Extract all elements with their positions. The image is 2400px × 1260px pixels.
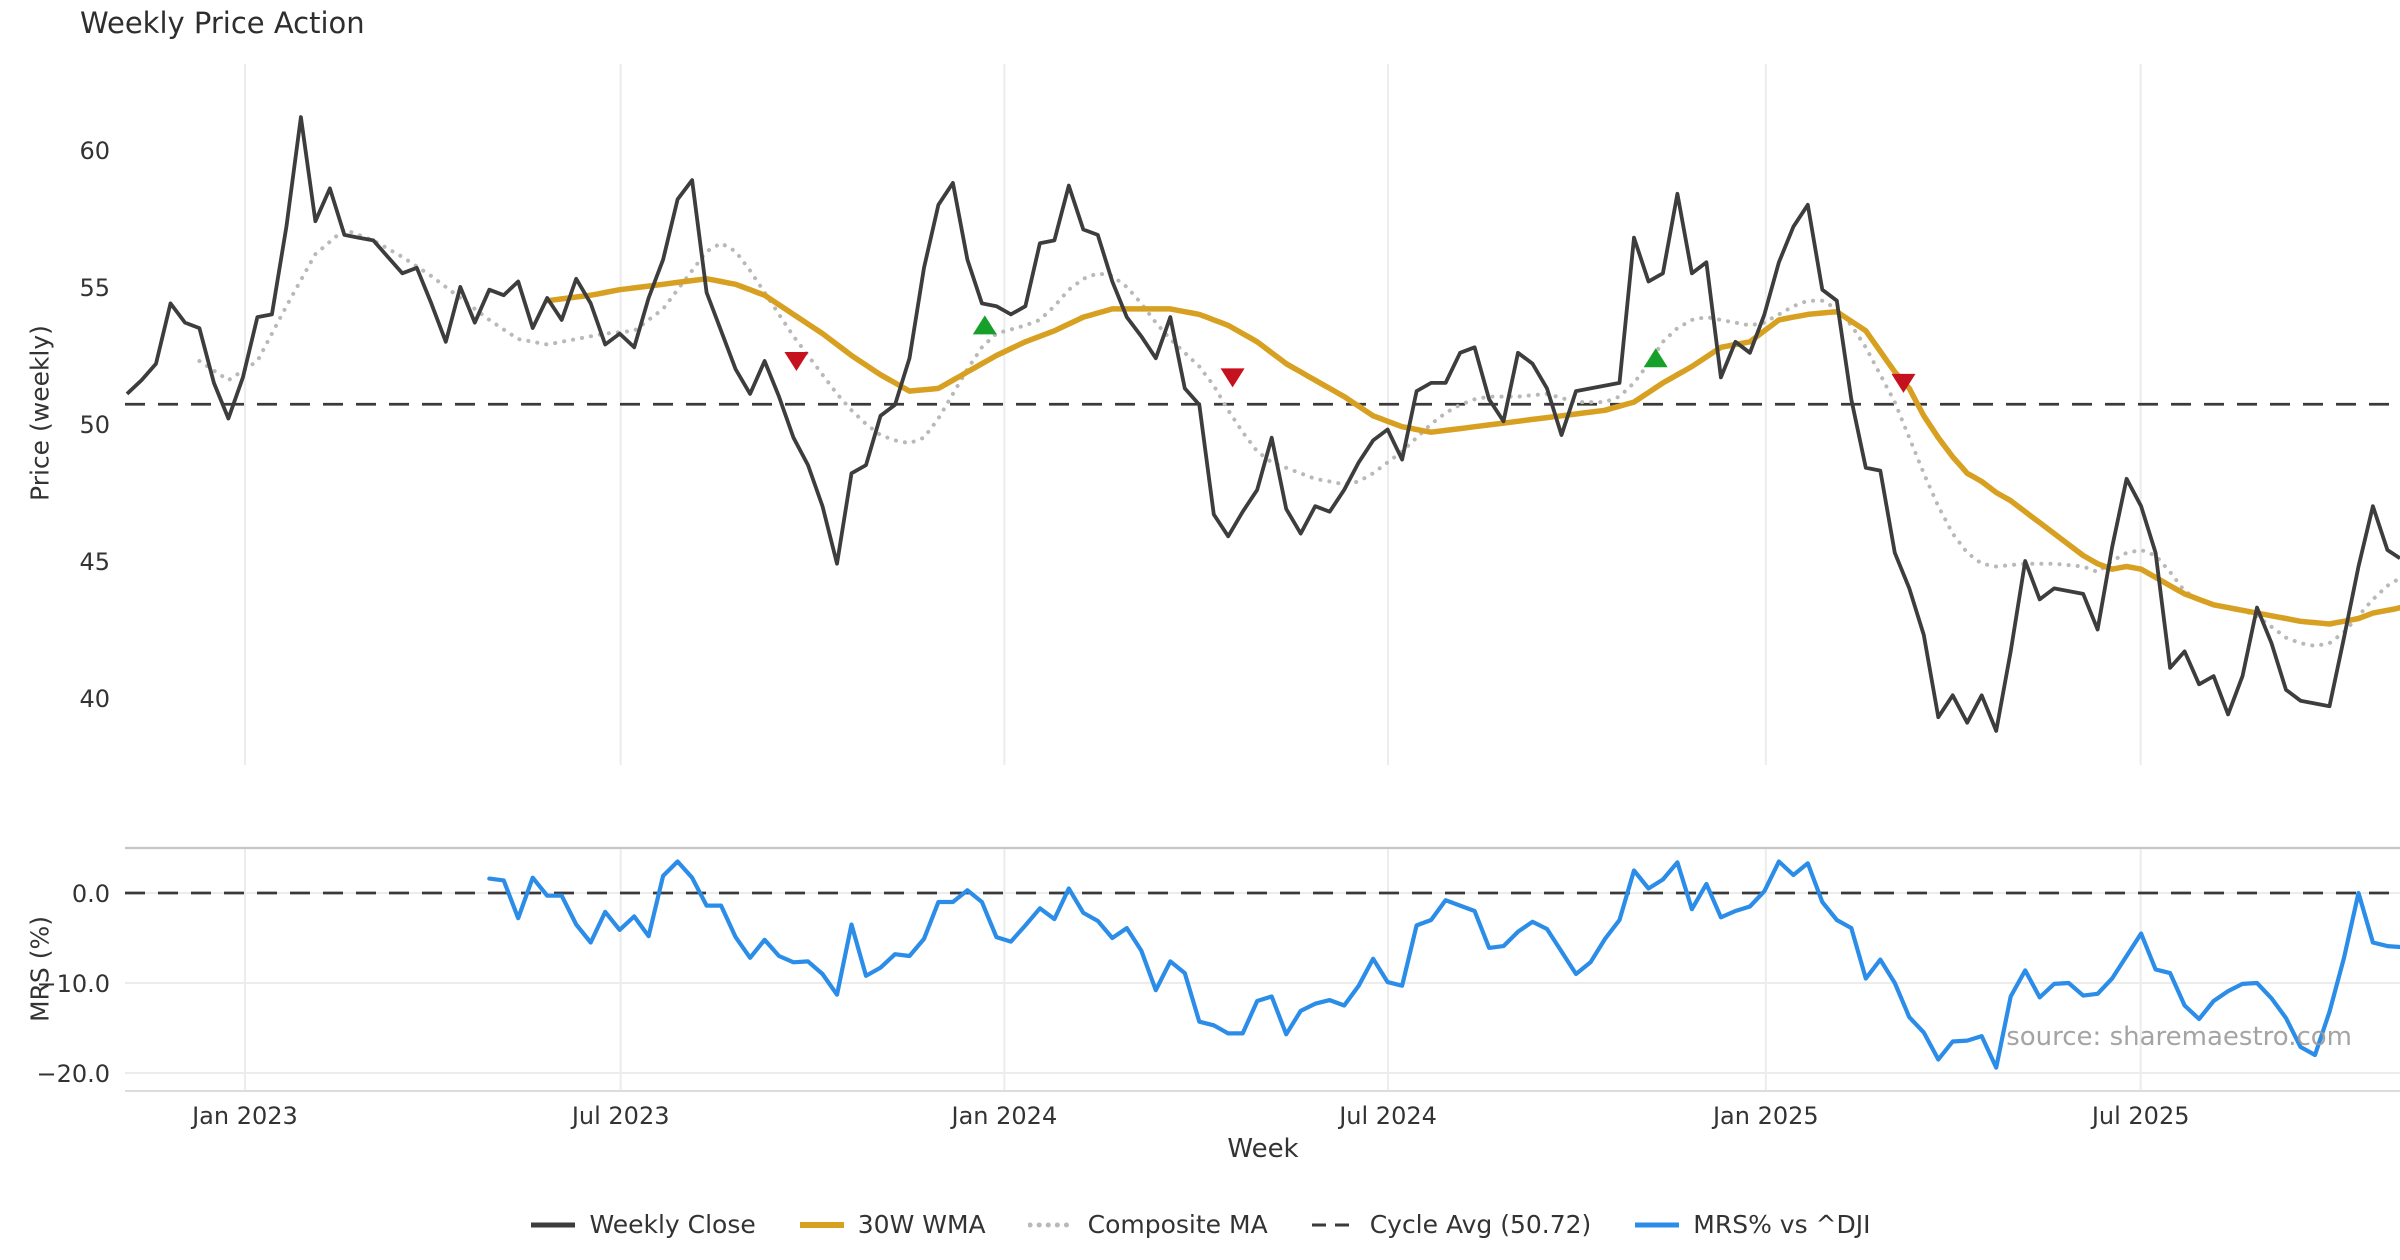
legend-swatch-dotted [1027, 1222, 1076, 1227]
legend: Weekly Close 30W WMA Composite MA Cycle Avg… [0, 1210, 2400, 1239]
legend-label: Composite MA [1087, 1210, 1268, 1239]
sell-signal-marker [784, 351, 809, 371]
price-tick-label: 45 [79, 548, 110, 576]
x-tick-label: Jul 2023 [570, 1102, 670, 1130]
mrs-tick-label: 0.0 [72, 880, 110, 908]
legend-label: 30W WMA [857, 1210, 986, 1239]
chart-title: Weekly Price Action [80, 6, 365, 40]
price-axis-label: Price (weekly) [25, 325, 55, 501]
legend-label: Weekly Close [589, 1210, 756, 1239]
buy-signal-marker [1643, 348, 1668, 368]
legend-label: MRS% vs ^DJI [1693, 1210, 1871, 1239]
legend-item: Cycle Avg (50.72) [1310, 1210, 1592, 1239]
price-tick-label: 40 [79, 685, 110, 713]
price-tick-label: 50 [79, 411, 110, 439]
x-axis-label: Week [1227, 1134, 1299, 1164]
legend-item: Composite MA [1027, 1210, 1268, 1239]
x-tick-label: Jan 2024 [950, 1102, 1058, 1130]
legend-swatch-solid [531, 1222, 576, 1227]
legend-item: MRS% vs ^DJI [1633, 1210, 1871, 1239]
mrs-tick-label: −10.0 [36, 970, 110, 998]
x-tick-label: Jul 2025 [2090, 1102, 2190, 1130]
legend-swatch-dashed [1311, 1223, 1356, 1226]
x-tick-label: Jul 2024 [1337, 1102, 1437, 1130]
legend-item: Weekly Close [529, 1210, 756, 1239]
x-tick-label: Jan 2025 [1711, 1102, 1819, 1130]
mrs-axis-label: MRS (%) [25, 915, 55, 1023]
legend-label: Cycle Avg (50.72) [1369, 1210, 1592, 1239]
x-tick-label: Jan 2023 [190, 1102, 298, 1130]
weekly-close-line [125, 115, 2400, 733]
composite-ma-line [197, 227, 2400, 648]
legend-item: 30W WMA [798, 1210, 986, 1239]
legend-swatch-solid [799, 1221, 844, 1228]
mrs-tick-label: −20.0 [36, 1060, 110, 1088]
sell-signal-marker [1220, 368, 1245, 388]
mrs-line [487, 859, 2400, 1070]
buy-signal-marker [972, 315, 997, 335]
legend-swatch-solid [1635, 1222, 1680, 1227]
wma-30w-line [544, 276, 2400, 627]
price-tick-label: 60 [79, 137, 110, 165]
sell-signal-marker [1891, 373, 1916, 393]
price-tick-label: 55 [79, 274, 110, 302]
source-watermark: source: sharemaestro.com [2006, 1022, 2352, 1052]
